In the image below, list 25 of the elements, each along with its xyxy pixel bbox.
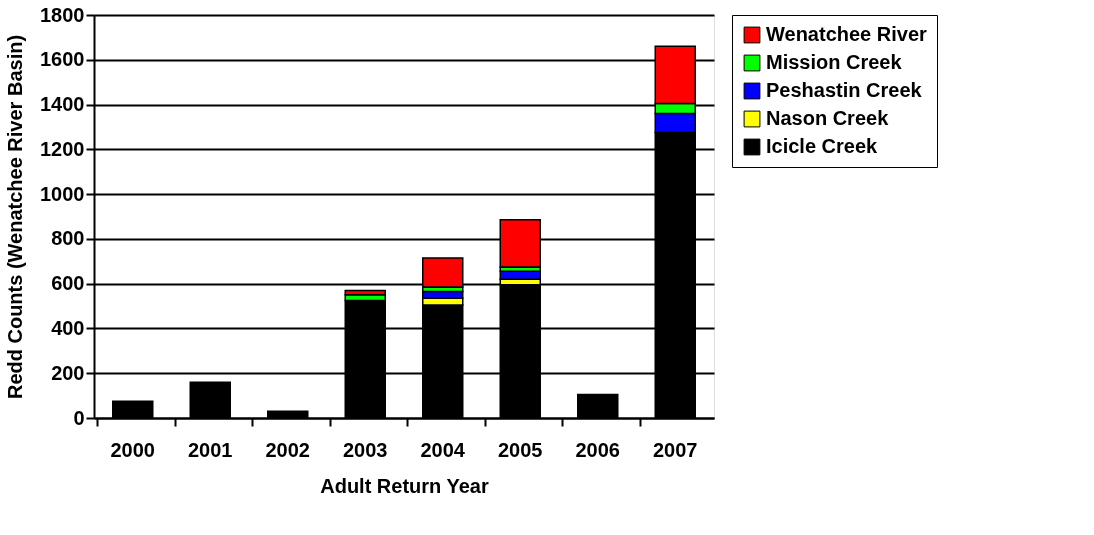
- y-axis-title: Redd Counts (Wenatchee River Basin): [4, 34, 27, 400]
- y-tick-label: 200: [51, 361, 85, 384]
- y-tick-label: 1000: [40, 182, 85, 205]
- y-tick-label: 1400: [40, 93, 85, 116]
- legend-label: Icicle Creek: [766, 135, 879, 157]
- y-tick-label: 0: [73, 406, 85, 429]
- y-tick-label: 600: [51, 272, 85, 295]
- y-tick-label: 1800: [40, 3, 85, 26]
- x-tick-label: 2001: [188, 438, 233, 461]
- x-tick-label: 2006: [575, 438, 620, 461]
- y-tick-label: 800: [51, 227, 85, 250]
- x-tick-label: 2002: [265, 438, 310, 461]
- legend-label: Mission Creek: [766, 51, 903, 73]
- legend-label: Peshastin Creek: [766, 79, 923, 101]
- x-tick-label: 2003: [343, 438, 388, 461]
- x-tick-label: 2004: [420, 438, 466, 461]
- x-axis-title: Adult Return Year: [320, 474, 489, 497]
- y-tick-label: 400: [51, 316, 85, 339]
- x-tick-label: 2000: [110, 438, 155, 461]
- legend-label: Wenatchee River: [766, 23, 928, 45]
- legend-label: Nason Creek: [766, 107, 890, 129]
- x-tick-label: 2007: [653, 438, 698, 461]
- y-tick-label: 1600: [40, 48, 85, 71]
- x-tick-label: 2005: [498, 438, 543, 461]
- y-tick-label: 1200: [40, 137, 85, 160]
